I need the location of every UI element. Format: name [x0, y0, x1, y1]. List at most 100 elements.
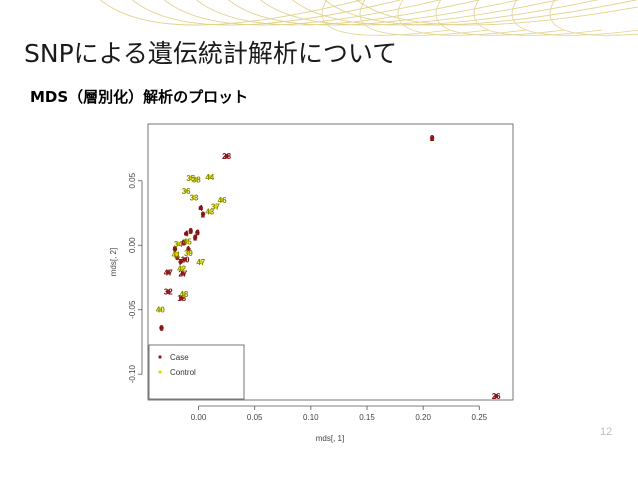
case-point-label: 2 [193, 233, 198, 242]
control-point-label: 40 [156, 306, 165, 315]
control-point-label: 44 [205, 173, 214, 182]
case-point [198, 205, 203, 211]
case-point [493, 393, 499, 399]
x-axis-title: mds[, 1] [316, 434, 344, 443]
case-point-label: 8 [182, 239, 187, 248]
control-point [176, 241, 181, 247]
legend-box [148, 344, 245, 400]
decorative-arc [397, 0, 527, 36]
control-point-label: 38 [192, 175, 201, 184]
case-point-label: 2 [201, 210, 206, 219]
case-point-label: 27 [178, 270, 187, 279]
control-point-label: 45 [183, 237, 192, 246]
case-point-label: 6 [159, 324, 164, 333]
x-axis: 0.00 0.05 0.10 0.15 0.20 0.25 [191, 405, 488, 422]
control-point-label: 48 [179, 290, 188, 299]
decorative-arc [164, 0, 442, 26]
y-tick-label: 0.00 [128, 237, 137, 253]
case-point [192, 235, 198, 240]
legend-case-label: Case [170, 353, 189, 362]
case-point-label: 32 [164, 288, 173, 297]
case-point [429, 135, 435, 141]
case-point-label: 7 [178, 258, 183, 267]
control-point-label: 39 [184, 249, 193, 258]
control-point [185, 239, 190, 244]
control-point-label: 35 [186, 174, 195, 183]
control-point-label: 37 [211, 203, 220, 212]
control-point-label: 34 [174, 240, 183, 249]
x-tick-label: 0.25 [472, 413, 488, 422]
case-point [180, 271, 186, 276]
control-point-label: 43 [205, 208, 214, 217]
decorative-arc [260, 0, 560, 26]
case-point-label: 4 [184, 230, 189, 239]
x-tick-label: 0.15 [359, 413, 375, 422]
control-point-label: 41 [172, 250, 181, 259]
x-tick-label: 0.20 [415, 413, 431, 422]
case-point-label: 18 [177, 294, 186, 303]
control-point [219, 197, 225, 203]
case-point-label: 4 [199, 204, 204, 213]
x-tick-label: 0.05 [247, 413, 263, 422]
case-point-label: 1 [186, 245, 191, 254]
slide-title: SNPによる遺伝統計解析について [24, 39, 398, 68]
slide-subtitle: MDS（層別化）解析のプロット [30, 88, 249, 106]
case-point [224, 154, 229, 159]
control-point-label: 33 [190, 194, 199, 203]
control-point [194, 177, 199, 182]
control-point [158, 307, 163, 312]
control-point [207, 209, 212, 214]
case-point [182, 257, 188, 262]
y-tick-label: 0.05 [128, 172, 137, 188]
control-point [198, 259, 203, 265]
decorative-arc [324, 0, 638, 26]
control-point [179, 266, 184, 271]
plot-frame [147, 123, 514, 401]
legend: Case Control [148, 344, 245, 400]
case-point-label: 28 [222, 152, 231, 161]
legend-control-marker [158, 370, 162, 374]
control-point [188, 175, 193, 181]
y-tick-label: -0.05 [128, 300, 137, 319]
decorative-arc [435, 0, 565, 36]
control-point-label: 42 [177, 264, 186, 273]
control-point [173, 252, 179, 257]
legend-control-label: Control [170, 368, 196, 377]
case-point [200, 212, 206, 217]
case-point [181, 240, 187, 245]
decorative-arc [511, 0, 638, 36]
case-point [159, 325, 164, 330]
case-point-label: 6 [195, 228, 200, 237]
decorative-arc [356, 0, 638, 26]
control-point [183, 188, 189, 194]
case-point-label: 26 [492, 392, 501, 401]
case-point [179, 295, 184, 301]
case-point [166, 270, 171, 275]
control-point [191, 195, 197, 200]
control-point-label: 47 [196, 258, 205, 267]
decorative-arc [359, 0, 489, 36]
case-point-label: 9 [173, 245, 178, 254]
y-tick-label: -0.10 [128, 365, 137, 384]
page-number: 12 [600, 426, 613, 438]
decorative-arc [100, 0, 363, 26]
legend-case-marker [158, 355, 162, 359]
case-point [172, 246, 178, 252]
x-tick-label: 0.10 [303, 413, 319, 422]
control-point [207, 174, 212, 180]
case-point-label: 2 [430, 134, 435, 143]
decorative-arc [321, 0, 451, 36]
control-point [181, 292, 187, 297]
case-point [186, 246, 191, 252]
case-point [166, 289, 171, 294]
decorative-arc [473, 0, 603, 36]
x-tick-label: 0.00 [191, 413, 207, 422]
case-point-label: 3 [188, 227, 193, 236]
control-point-label: 46 [218, 196, 227, 205]
case-point [195, 230, 200, 235]
decorative-arc [132, 0, 402, 26]
